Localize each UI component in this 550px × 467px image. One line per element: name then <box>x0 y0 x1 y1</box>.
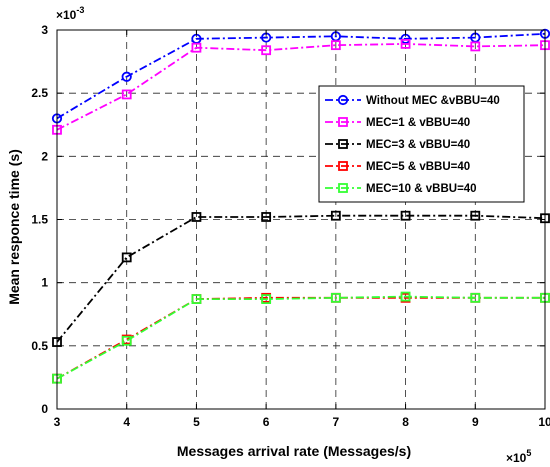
x-axis-label: Messages arrival rate (Messages/s) <box>177 443 411 459</box>
data-point <box>121 71 132 82</box>
legend-entry: MEC=5 & vBBU=40 <box>325 161 470 173</box>
legend-label: Without MEC &vBBU=40 <box>366 95 500 107</box>
legend-marker <box>338 139 348 149</box>
data-point <box>261 212 272 222</box>
legend: Without MEC &vBBU=40 MEC=1 & vBBU=40 MEC=3… <box>318 85 525 203</box>
data-point <box>330 292 341 303</box>
data-point <box>400 210 411 221</box>
y-tick-label: 2.5 <box>31 86 48 100</box>
y-tick-label: 3 <box>41 23 48 37</box>
data-point <box>191 294 202 304</box>
y-tick-label: 1 <box>41 276 48 290</box>
y-axis-label: Mean responce time (s) <box>6 149 22 305</box>
legend-entry: MEC=1 & vBBU=40 <box>325 117 470 129</box>
y-exponent-power: -3 <box>76 5 84 15</box>
legend-label: MEC=1 & vBBU=40 <box>366 117 470 129</box>
tick-labels: 3 4 5 6 7 8 9 10 0 0.5 1 1.5 2 2.5 3 <box>31 23 550 429</box>
y-tick-label: 0 <box>41 402 48 416</box>
legend-entry: MEC=3 & vBBU=40 <box>325 139 470 151</box>
x-tick-label: 3 <box>54 415 61 429</box>
series-line <box>56 295 545 380</box>
data-point <box>261 294 272 304</box>
data-point <box>400 291 411 302</box>
series-line <box>56 42 546 131</box>
series-line <box>56 214 546 343</box>
x-tick-label: 9 <box>472 415 479 429</box>
data-point <box>470 210 481 221</box>
data-point <box>330 210 341 221</box>
data-point <box>261 45 272 56</box>
legend-label: MEC=10 & vBBU=40 <box>366 183 477 195</box>
series-line <box>56 32 546 120</box>
data-point <box>330 40 341 51</box>
x-exponent-power: 5 <box>526 448 531 458</box>
data-point <box>191 42 202 53</box>
data-point <box>400 38 411 49</box>
x-tick-label: 4 <box>123 415 130 429</box>
legend-label: MEC=3 & vBBU=40 <box>366 139 470 151</box>
x-tick-label: 6 <box>263 415 270 429</box>
data-point <box>191 212 202 222</box>
legend-entry: Without MEC &vBBU=40 <box>325 94 500 107</box>
x-exponent-base: ×10 <box>506 451 527 465</box>
legend-marker <box>338 183 348 193</box>
y-tick-label: 2 <box>41 149 48 163</box>
legend-marker <box>338 161 348 171</box>
data-point <box>121 89 132 100</box>
data-point <box>470 292 481 303</box>
y-tick-label: 1.5 <box>31 213 48 227</box>
legend-marker <box>337 94 349 106</box>
x-axis-exponent: ×105 <box>506 448 531 465</box>
y-tick-label: 0.5 <box>31 339 48 353</box>
data-point <box>121 335 132 346</box>
data-point <box>470 41 481 52</box>
legend-entry: MEC=10 & vBBU=40 <box>325 183 477 195</box>
x-tick-label: 5 <box>193 415 200 429</box>
legend-marker <box>338 117 348 127</box>
data-point <box>121 252 132 263</box>
legend-label: MEC=5 & vBBU=40 <box>366 161 470 173</box>
y-exponent-base: ×10 <box>56 8 77 22</box>
x-tick-label: 10 <box>538 415 550 429</box>
x-tick-label: 7 <box>333 415 340 429</box>
x-tick-label: 8 <box>402 415 409 429</box>
y-axis-exponent: ×10-3 <box>56 5 84 22</box>
axes <box>56 29 546 410</box>
